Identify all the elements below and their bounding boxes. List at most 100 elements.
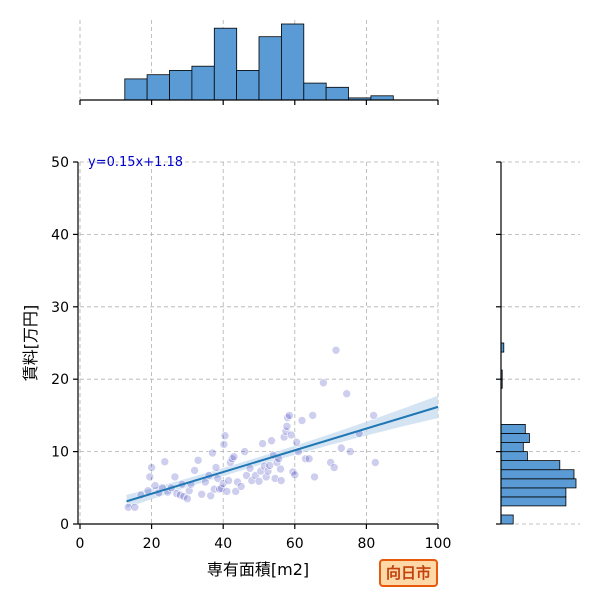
- scatter-point: [206, 491, 215, 501]
- city-badge: 向日市: [379, 559, 439, 587]
- scatter-point: [345, 447, 355, 456]
- scatter-point: [193, 455, 203, 465]
- scatter-point: [304, 454, 314, 464]
- y-tick-label: 20: [51, 372, 69, 388]
- scatter-point: [197, 489, 206, 499]
- scatter-point: [240, 447, 249, 456]
- y-hist-bar: [500, 423, 526, 434]
- scatter-point: [184, 486, 194, 496]
- scatter-point: [229, 452, 239, 462]
- scatter-point: [160, 457, 170, 467]
- scatter-point: [265, 461, 275, 470]
- x-tick-label: 60: [286, 536, 304, 552]
- scatter-point: [326, 458, 335, 467]
- scatter-point: [276, 464, 285, 474]
- scatter-point: [233, 477, 242, 487]
- regression-line: [126, 405, 439, 503]
- scatter-point: [254, 476, 264, 486]
- y-hist-bar: [500, 487, 567, 498]
- scatter-point: [208, 448, 217, 458]
- scatter-point: [242, 471, 251, 480]
- scatter-point: [301, 454, 310, 464]
- scatter-point: [282, 421, 292, 431]
- scatter-point: [190, 466, 199, 475]
- scatter-point: [292, 437, 301, 447]
- scatter-point: [150, 481, 160, 490]
- scatter-point: [219, 440, 229, 449]
- y-tick-label: 40: [51, 227, 69, 243]
- axis-labels: y=0.15x+1.18 専有面積[m2] 賃料[万円] 0 20 40 60 80 10…: [21, 155, 451, 579]
- y-axis-title: 賃料[万円]: [21, 305, 40, 382]
- y-hist-bar: [500, 451, 528, 462]
- y-tick-label: 50: [51, 155, 69, 171]
- scatter-point: [145, 472, 155, 482]
- scatter-point: [218, 479, 228, 488]
- confidence-band-area: [126, 395, 438, 508]
- x-hist-bar: [258, 36, 282, 101]
- y-hist-bar: [500, 469, 575, 480]
- scatter-point: [217, 484, 226, 493]
- scatter-point: [220, 431, 230, 441]
- x-hist-bar: [303, 82, 327, 101]
- regression-equation-label: y=0.15x+1.18: [88, 155, 183, 170]
- scatter-point: [276, 476, 286, 485]
- regression-line-group: [126, 405, 439, 503]
- scatter-point: [267, 436, 276, 446]
- y-tick-label: 30: [51, 300, 69, 316]
- x-hist-bar: [213, 27, 238, 101]
- x-hist-bar: [191, 65, 215, 101]
- scatter-point: [329, 463, 339, 472]
- x-hist-bar: [169, 70, 193, 101]
- x-hist-bar: [236, 70, 260, 101]
- scatter-points: [124, 345, 380, 512]
- scatter-point: [222, 487, 232, 496]
- y-marginal-histogram: [500, 342, 577, 525]
- x-hist-bar: [325, 86, 349, 101]
- x-hist-bar: [124, 78, 148, 101]
- x-tick-label: 0: [76, 536, 85, 552]
- scatter-point: [247, 476, 257, 485]
- scatter-point: [258, 439, 267, 448]
- scatter-point: [370, 458, 380, 467]
- x-tick-label: 100: [425, 536, 452, 552]
- y-hist-bar: [500, 460, 561, 471]
- x-axis-title: 専有面積[m2]: [207, 560, 309, 579]
- y-hist-bar: [500, 433, 530, 444]
- scatter-point: [319, 378, 328, 388]
- scatter-point: [369, 411, 378, 420]
- scatter-point: [308, 411, 318, 420]
- x-marginal-histogram: [124, 23, 394, 101]
- y-hist-bar: [500, 514, 514, 525]
- scatter-point: [310, 472, 319, 482]
- scatter-point: [130, 502, 140, 512]
- x-hist-bar: [146, 74, 170, 101]
- y-hist-bar: [500, 496, 567, 507]
- y-hist-bar: [500, 442, 524, 453]
- confidence-band: [126, 395, 438, 508]
- x-hist-bar: [280, 23, 305, 101]
- scatter-point: [224, 476, 233, 485]
- scatter-point: [170, 472, 180, 482]
- y-hist-bar: [500, 478, 577, 489]
- scatter-point: [147, 463, 156, 472]
- scatter-point: [342, 389, 352, 399]
- x-hist-bar: [370, 95, 394, 101]
- scatter-point: [183, 494, 192, 504]
- x-tick-label: 80: [357, 536, 375, 552]
- x-tick-label: 40: [214, 536, 232, 552]
- scatter-point: [297, 416, 307, 425]
- scatter-point: [236, 482, 246, 491]
- scatter-point: [231, 487, 240, 496]
- y-tick-label: 10: [51, 445, 69, 461]
- scatter-point: [256, 466, 266, 476]
- scatter-point: [285, 411, 294, 420]
- scatter-point: [124, 502, 133, 512]
- scatter-point: [290, 470, 300, 480]
- scatter-point: [210, 484, 219, 494]
- scatter-point: [211, 463, 221, 472]
- x-tick-label: 20: [143, 536, 161, 552]
- scatter-point: [331, 345, 341, 355]
- axes: [73, 99, 502, 529]
- scatter-point: [286, 430, 296, 440]
